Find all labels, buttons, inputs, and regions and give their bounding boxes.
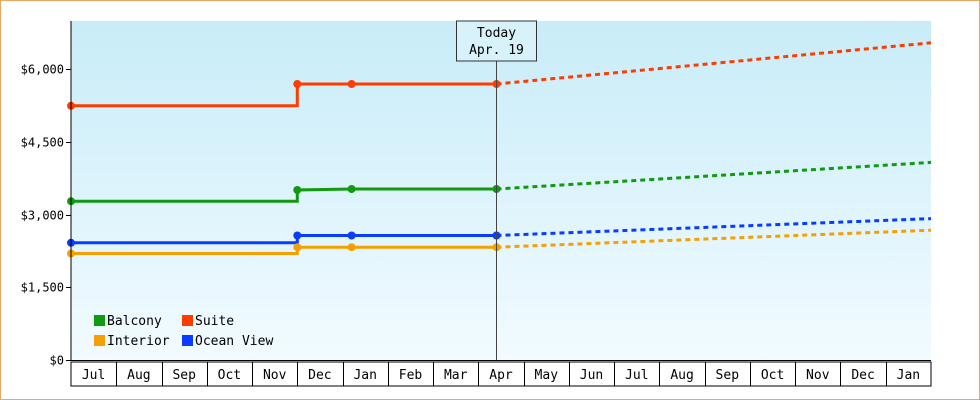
x-tick-label: Oct	[218, 368, 241, 383]
x-tick-label: Oct	[761, 368, 784, 383]
x-tick-label: Dec	[851, 368, 874, 383]
month-axis-bar	[70, 361, 932, 387]
today-date: Apr. 19	[469, 43, 524, 58]
x-tick-label: May	[535, 368, 559, 383]
today-box	[456, 20, 537, 62]
x-tick-label: Aug	[127, 368, 150, 383]
y-tick-label: $6,000	[21, 63, 64, 77]
y-tick-label: $4,500	[21, 136, 64, 150]
legend-label-suite: Suite	[195, 314, 234, 329]
x-tick-label: Jul	[625, 368, 648, 383]
legend-label-ocean-view: Ocean View	[195, 334, 273, 349]
legend-label-interior: Interior	[107, 334, 170, 349]
x-tick-label: Sep	[172, 368, 196, 383]
legend-label-balcony: Balcony	[107, 314, 162, 329]
x-tick-label: Apr	[489, 368, 513, 383]
x-tick-label: Nov	[263, 368, 287, 383]
x-tick-label: Sep	[716, 368, 740, 383]
today-label: Today	[477, 26, 516, 41]
legend-swatch-ocean-view	[182, 335, 193, 346]
forecast-line-suite	[496, 41, 932, 86]
data-point-balcony	[347, 185, 356, 193]
data-point-ocean-view	[293, 231, 302, 240]
forecast-line-interior	[496, 228, 932, 249]
y-tick-label: $3,000	[21, 209, 64, 223]
x-tick-label: Dec	[308, 368, 331, 383]
legend-swatch-interior	[94, 335, 105, 346]
data-point-interior	[293, 243, 302, 252]
y-tick-label: $1,500	[21, 281, 64, 295]
plot-background	[71, 21, 931, 360]
data-point-suite	[347, 80, 356, 88]
data-point-balcony	[293, 186, 302, 194]
forecast-line-balcony	[496, 160, 932, 191]
data-point-interior	[347, 243, 356, 252]
legend-swatch-balcony	[94, 315, 105, 326]
x-tick-label: Jun	[580, 368, 603, 383]
x-tick-label: Nov	[806, 368, 830, 383]
x-tick-label: Aug	[670, 368, 693, 383]
data-point-suite	[293, 80, 302, 88]
data-point-ocean-view	[347, 231, 356, 240]
x-tick-label: Jan	[353, 368, 376, 383]
forecast-line-ocean-view	[496, 217, 932, 237]
y-tick-label: $0	[50, 354, 64, 368]
x-tick-label: Jan	[897, 368, 920, 383]
x-tick-label: Feb	[399, 368, 423, 383]
x-tick-label: Mar	[444, 368, 468, 383]
legend-swatch-suite	[182, 315, 193, 326]
x-tick-label: Jul	[82, 368, 105, 383]
